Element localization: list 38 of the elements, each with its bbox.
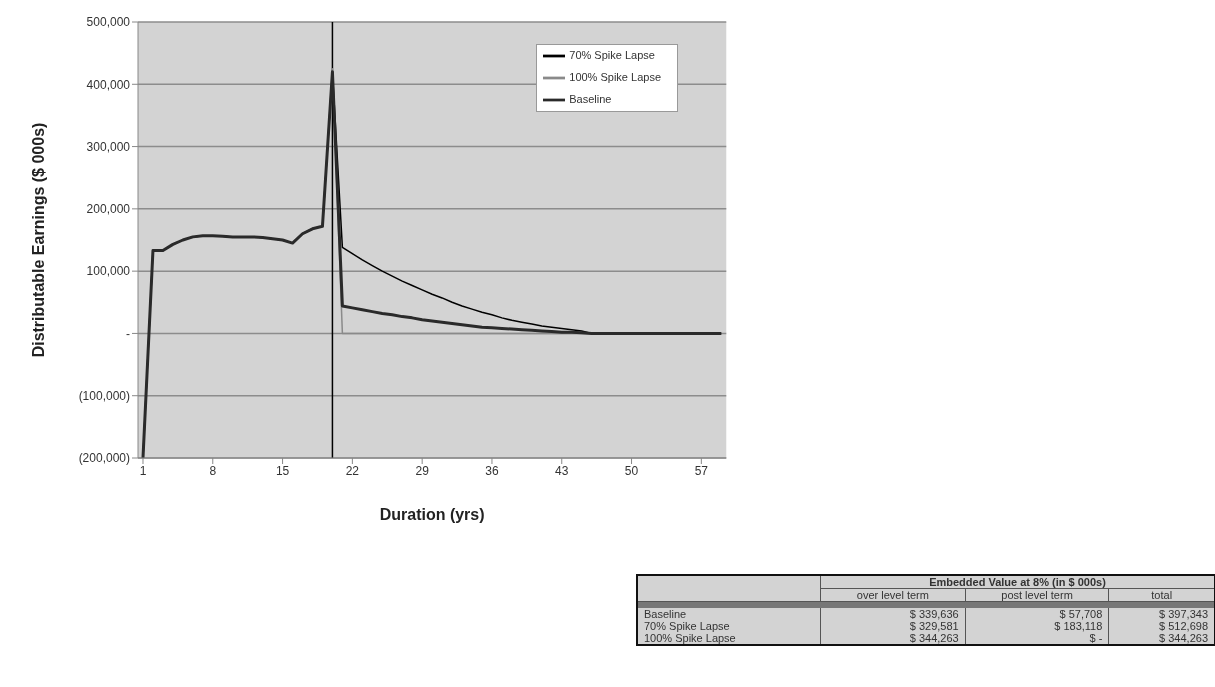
y-tick-label: (200,000) bbox=[78, 451, 130, 466]
text: $ 512,698 bbox=[1108, 620, 1215, 632]
y-tick-label: 200,000 bbox=[86, 202, 131, 217]
text: 100% Spike Lapse bbox=[637, 632, 821, 645]
text: Embedded Value at 8% (in $ 000s) bbox=[820, 575, 1215, 589]
text: $ 344,263 bbox=[1108, 632, 1215, 645]
text: over level term bbox=[820, 588, 966, 602]
legend-label: 100% Spike Lapse bbox=[569, 70, 661, 83]
x-tick-label: 43 bbox=[555, 463, 569, 478]
text: $ 57,708 bbox=[965, 608, 1109, 620]
text: Baseline bbox=[637, 608, 821, 620]
text: $ 344,263 bbox=[820, 632, 966, 645]
x-tick-label: 22 bbox=[345, 463, 360, 478]
x-tick-label: 57 bbox=[694, 463, 709, 478]
y-tick-label: 300,000 bbox=[86, 139, 131, 154]
y-tick-label: - bbox=[126, 326, 130, 341]
x-tick-label: 15 bbox=[275, 463, 290, 478]
legend-label: Baseline bbox=[569, 92, 612, 105]
x-tick-label: 29 bbox=[415, 463, 430, 478]
y-tick-label: 400,000 bbox=[86, 77, 131, 92]
text: $ - bbox=[965, 632, 1109, 645]
x-axis-title: Duration (yrs) bbox=[379, 506, 485, 523]
x-tick-label: 8 bbox=[209, 463, 217, 478]
text: total bbox=[1108, 588, 1215, 602]
text: 70% Spike Lapse bbox=[637, 620, 821, 632]
text: $ 397,343 bbox=[1108, 608, 1215, 620]
x-tick-label: 50 bbox=[624, 463, 639, 478]
text: post level term bbox=[965, 588, 1109, 602]
x-tick-label: 36 bbox=[485, 463, 499, 478]
x-tick-label: 1 bbox=[139, 463, 147, 478]
y-axis-title: Distributable Earnings ($ 000s) bbox=[29, 122, 47, 358]
y-tick-label: 500,000 bbox=[86, 15, 131, 30]
legend-label: 70% Spike Lapse bbox=[569, 48, 655, 61]
y-tick-label: (100,000) bbox=[78, 388, 130, 403]
y-tick-label: 100,000 bbox=[86, 264, 131, 279]
text: $ 183,118 bbox=[965, 620, 1109, 632]
text: $ 329,581 bbox=[820, 620, 966, 632]
text: $ 339,636 bbox=[820, 608, 966, 620]
